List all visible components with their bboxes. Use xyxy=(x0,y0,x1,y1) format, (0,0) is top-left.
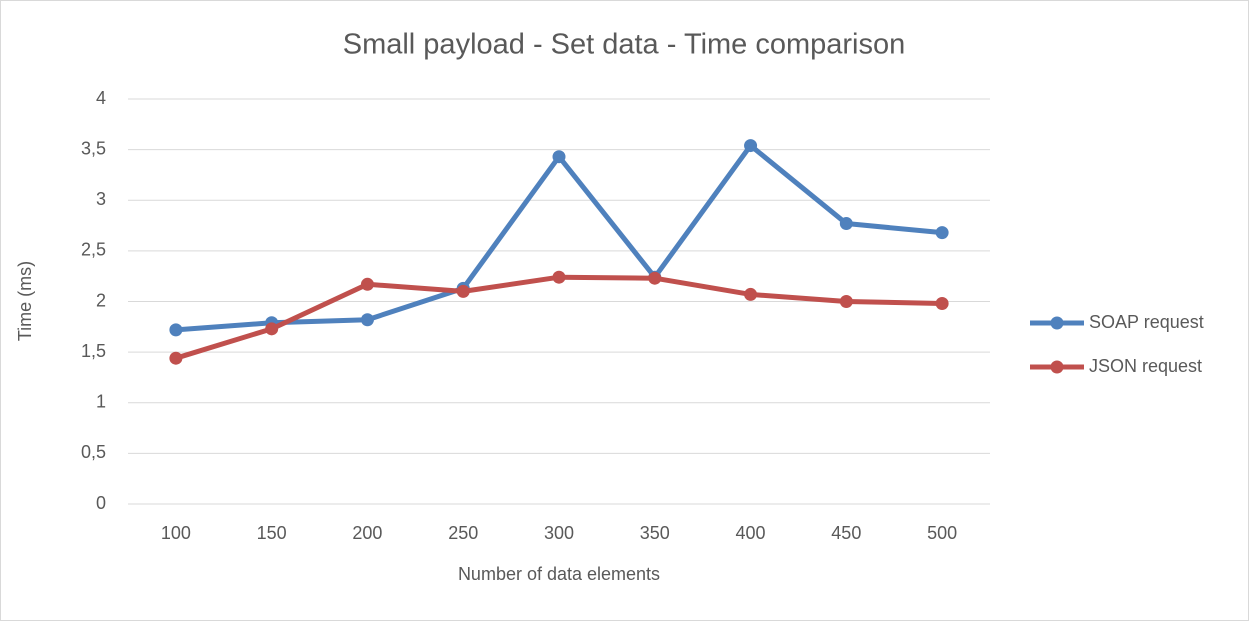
y-tick-label: 3 xyxy=(96,189,106,209)
data-point xyxy=(552,270,566,284)
data-point xyxy=(456,284,470,298)
chart-title: Small payload - Set data - Time comparis… xyxy=(343,29,906,61)
x-tick-label: 450 xyxy=(831,523,861,543)
data-point xyxy=(744,139,758,153)
data-point xyxy=(360,277,374,291)
x-tick-label: 100 xyxy=(161,523,191,543)
x-axis-label: Number of data elements xyxy=(458,564,660,584)
data-point xyxy=(839,295,853,308)
data-point xyxy=(839,217,853,231)
x-tick-label: 350 xyxy=(640,523,670,543)
data-point xyxy=(935,226,949,240)
legend-label: JSON request xyxy=(1089,356,1202,376)
y-tick-label: 0 xyxy=(96,493,106,513)
x-tick-label: 250 xyxy=(448,523,478,543)
y-tick-label: 1 xyxy=(96,392,106,412)
data-point xyxy=(169,323,183,337)
y-axis-label: Time (ms) xyxy=(15,261,35,341)
y-tick-label: 0,5 xyxy=(81,442,106,462)
data-point xyxy=(360,313,374,327)
legend-marker xyxy=(1050,316,1064,330)
legend-marker xyxy=(1050,360,1064,374)
y-tick-label: 2 xyxy=(96,290,106,310)
legend-label: SOAP request xyxy=(1089,312,1204,332)
x-tick-label: 400 xyxy=(736,523,766,543)
data-point xyxy=(169,351,183,365)
data-point xyxy=(552,150,566,164)
x-tick-label: 150 xyxy=(257,523,287,543)
y-tick-label: 4 xyxy=(96,88,106,108)
x-tick-label: 200 xyxy=(352,523,382,543)
data-point xyxy=(744,287,758,301)
y-tick-label: 1,5 xyxy=(81,341,106,361)
data-point xyxy=(648,271,662,285)
y-tick-label: 2,5 xyxy=(81,240,106,260)
data-point xyxy=(265,322,279,336)
x-tick-label: 500 xyxy=(927,523,957,543)
x-tick-label: 300 xyxy=(544,523,574,543)
y-tick-label: 3,5 xyxy=(81,138,106,158)
data-point xyxy=(935,297,949,311)
